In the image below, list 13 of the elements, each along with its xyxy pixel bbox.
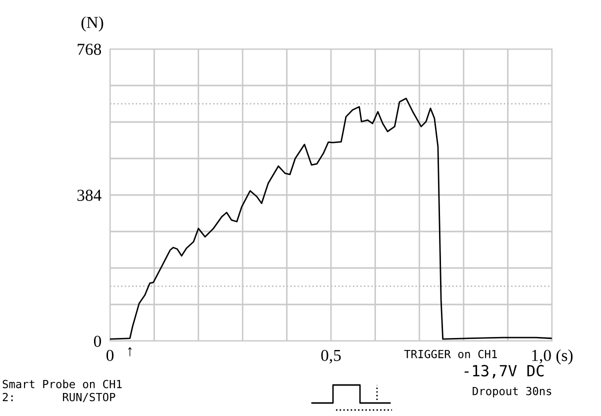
x-tick-label: 0,5 xyxy=(321,350,341,364)
y-tick-label: 0 xyxy=(94,336,102,347)
text: Smart Probe on CH1 xyxy=(2,380,122,388)
text: TRIGGER on CH1 xyxy=(404,350,497,358)
text: 2: RUN/STOP xyxy=(2,392,116,402)
y-tick-label: 768 xyxy=(78,44,102,55)
annotation: ↑ xyxy=(128,347,132,356)
y-axis-title: (N) xyxy=(81,16,104,32)
text: -13,7V DC xyxy=(464,364,544,378)
x-tick-label: 0 xyxy=(106,350,114,362)
text: Dropout 30ns xyxy=(472,386,552,398)
y-tick-label: 384 xyxy=(77,190,102,201)
x-tick-label: 1,0 (s) xyxy=(532,349,573,364)
